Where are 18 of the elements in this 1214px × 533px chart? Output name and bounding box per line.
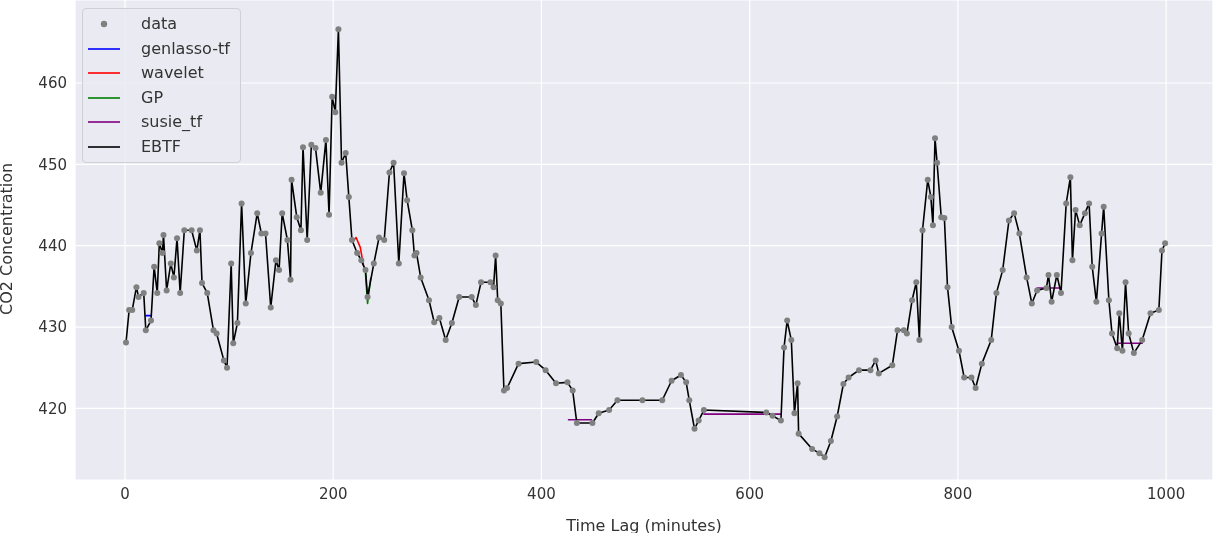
x-tick-label: 600 [735,484,764,503]
y-tick-label: 440 [38,237,67,256]
y-tick-label: 460 [38,74,67,93]
x-tick-label: 1000 [1147,484,1186,503]
x-tick-label: 0 [120,484,130,503]
legend-label: wavelet [141,62,204,84]
y-axis-title: CO2 Concentration [0,162,16,315]
legend-label: EBTF [141,135,182,158]
legend-label: genlasso-tf [141,37,230,60]
x-tick-label: 400 [527,484,556,503]
x-tick-label: 800 [943,484,973,503]
y-tick-label: 420 [38,399,67,418]
legend-label: susie_tf [141,111,203,133]
y-tick-label: 430 [38,318,67,337]
x-tick-label: 200 [318,484,348,503]
y-tick-label: 450 [38,155,67,174]
legend-label: data [141,13,178,35]
legend-label: GP [141,86,164,109]
